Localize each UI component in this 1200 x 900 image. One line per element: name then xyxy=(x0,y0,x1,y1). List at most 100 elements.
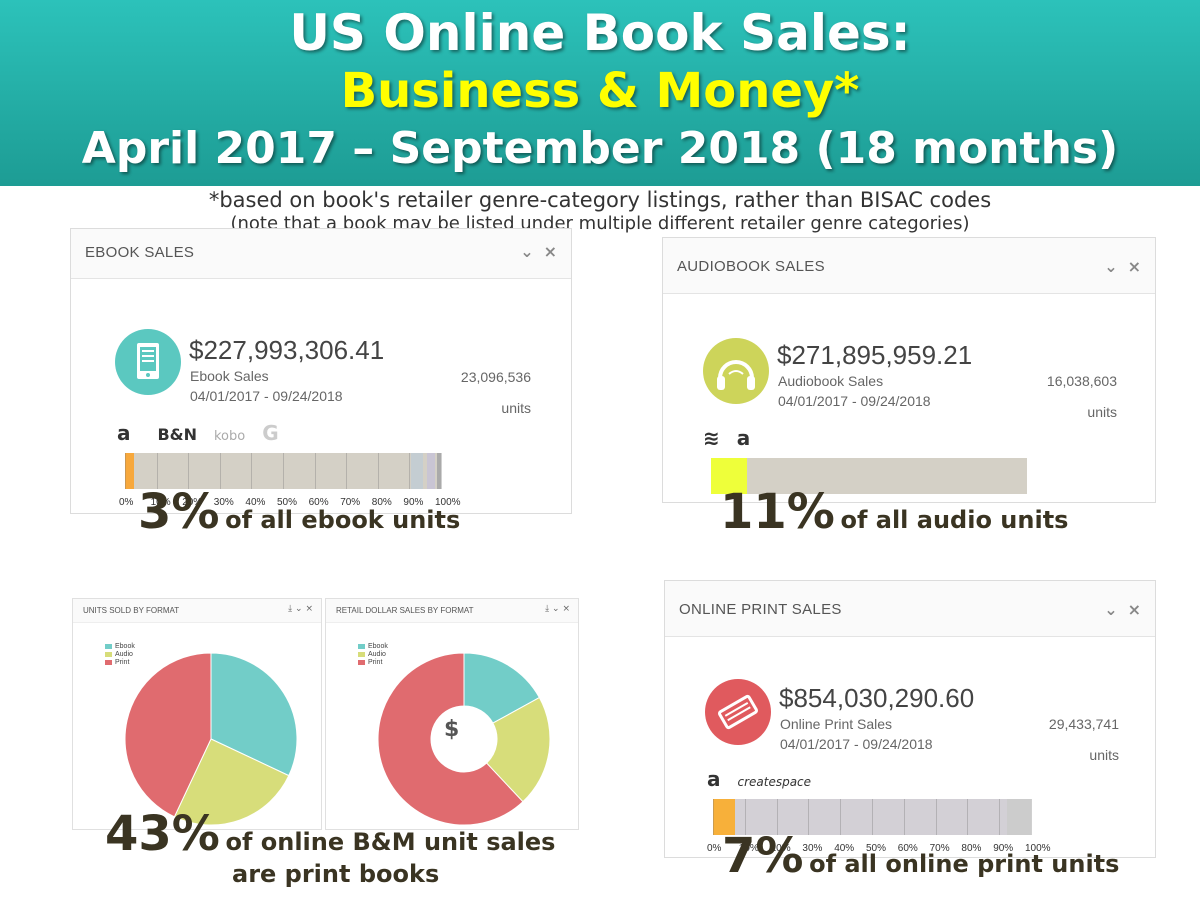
audio-units-label: units xyxy=(1087,404,1117,420)
axis-gridline xyxy=(188,453,190,489)
pie-slice-ebook xyxy=(210,652,298,777)
audiobook-sales-panel: AUDIOBOOK SALES ⌄ × $271,895,959.21 Audio… xyxy=(662,237,1156,503)
audio-dates: 04/01/2017 - 09/24/2018 xyxy=(778,393,931,409)
audio-share-bar xyxy=(711,458,1027,494)
axis-gridline xyxy=(935,799,937,835)
audio-stat-text: of all audio units xyxy=(840,506,1069,534)
bar-segment xyxy=(427,453,435,489)
axis-tick-label: 0% xyxy=(707,843,722,854)
pie-slice-audio xyxy=(485,696,551,803)
bar-segment xyxy=(411,453,423,489)
panel-header: EBOOK SALES ⌄ × xyxy=(71,229,571,279)
audio-amount: $271,895,959.21 xyxy=(777,340,973,370)
pie-slice-print xyxy=(377,652,524,826)
axis-gridline xyxy=(776,799,778,835)
chart-legend: Ebook Audio Print xyxy=(105,643,135,667)
kobo-icon: kobo xyxy=(213,429,246,444)
banner-line1: US Online Book Sales: xyxy=(289,4,911,62)
amazon-icon: a xyxy=(736,426,751,450)
print-stat-text: of all online print units xyxy=(809,850,1120,878)
book-icon xyxy=(705,679,771,745)
axis-tick-label: 30% xyxy=(213,497,234,508)
axis-tick-label: 90% xyxy=(993,843,1014,854)
axis-gridline xyxy=(872,799,873,835)
units-sold-panel: UNITS SOLD BY FORMAT ⤓ ⌄ × Ebook Audio P… xyxy=(72,598,322,830)
download-icon[interactable]: ⤓ xyxy=(545,604,550,614)
format-stat-line2: are print books xyxy=(232,860,440,888)
ebook-share-fill xyxy=(125,453,134,489)
chevron-down-icon[interactable]: ⌄ xyxy=(1104,600,1118,619)
axis-tick-label: 90% xyxy=(403,497,424,508)
headphones-icon xyxy=(703,338,769,404)
ebook-stat-number: 3% xyxy=(138,484,220,540)
axis-tick-label: 0% xyxy=(119,497,134,508)
pie-slice-audio xyxy=(173,738,290,826)
online-print-sales-panel: ONLINE PRINT SALES ⌄ × $854,030,290.60 On… xyxy=(664,580,1156,858)
axis-gridline xyxy=(744,799,746,835)
panel-title: ONLINE PRINT SALES xyxy=(679,601,842,618)
close-icon[interactable]: × xyxy=(305,604,313,614)
barnes-noble-icon: B&N xyxy=(157,425,198,444)
panel-title: RETAIL DOLLAR SALES BY FORMAT xyxy=(336,606,474,615)
retailer-logos: a B&N kobo G xyxy=(117,421,289,445)
chart-legend: Ebook Audio Print xyxy=(358,643,388,667)
print-stat: 7% of all online print units xyxy=(722,828,1119,884)
axis-gridline xyxy=(283,453,284,489)
axis-tick-label: 100% xyxy=(435,497,461,508)
bar-segment xyxy=(437,453,441,489)
chevron-down-icon[interactable]: ⌄ xyxy=(1104,257,1118,276)
axis-tick-label: 80% xyxy=(961,843,982,854)
axis-tick-label: 20% xyxy=(182,497,203,508)
axis-gridline xyxy=(903,799,905,835)
panel-header: AUDIOBOOK SALES ⌄ × xyxy=(663,238,1155,294)
footnote-line1: *based on book's retailer genre-category… xyxy=(208,188,992,212)
ebook-sales-panel: EBOOK SALES ⌄ × $227,993,306.41 Ebook Sal… xyxy=(70,228,572,514)
audio-units-value: 16,038,603 xyxy=(1046,373,1117,389)
axis-tick-label: 40% xyxy=(834,843,855,854)
axis-gridline xyxy=(377,453,379,489)
amazon-icon: a xyxy=(707,767,721,791)
legend-audio: Audio xyxy=(368,651,386,658)
close-icon[interactable]: × xyxy=(562,604,570,614)
legend-audio: Audio xyxy=(115,651,133,658)
axis-gridline xyxy=(713,799,714,835)
legend-ebook: Ebook xyxy=(115,643,135,650)
chevron-down-icon[interactable]: ⌄ xyxy=(520,242,534,261)
createspace-icon: createspace xyxy=(737,775,812,789)
print-label: Online Print Sales xyxy=(780,716,893,732)
chevron-down-icon[interactable]: ⌄ xyxy=(295,604,303,614)
title-banner: US Online Book Sales: Business & Money* … xyxy=(0,0,1200,186)
audio-stat-number: 11% xyxy=(720,484,835,540)
close-icon[interactable]: × xyxy=(1127,600,1141,619)
close-icon[interactable]: × xyxy=(1127,257,1141,276)
print-stat-number: 7% xyxy=(722,828,804,884)
print-amount: $854,030,290.60 xyxy=(779,683,975,713)
format-stat-line1: of online B&M unit sales xyxy=(225,828,556,856)
ebook-amount: $227,993,306.41 xyxy=(189,335,385,365)
axis-gridline xyxy=(441,453,442,489)
chevron-down-icon[interactable]: ⌄ xyxy=(552,604,560,614)
panel-header: RETAIL DOLLAR SALES BY FORMAT ⤓ ⌄ × xyxy=(326,599,578,623)
axis-gridline xyxy=(219,453,221,489)
print-dates: 04/01/2017 - 09/24/2018 xyxy=(780,736,933,752)
format-stat-line2-wrap: are print books xyxy=(232,860,439,888)
axis-tick-label: 10% xyxy=(738,843,759,854)
banner-line2: Business & Money* xyxy=(340,63,860,119)
units-pie-chart xyxy=(124,652,298,826)
format-stat: 43% of online B&M unit sales xyxy=(105,806,555,862)
dollar-sales-panel: RETAIL DOLLAR SALES BY FORMAT ⤓ ⌄ × Eboo… xyxy=(325,598,579,830)
axis-gridline xyxy=(346,453,348,489)
axis-tick-label: 30% xyxy=(802,843,823,854)
axis-tick-label: 70% xyxy=(929,843,950,854)
audio-stat: 11% of all audio units xyxy=(720,484,1068,540)
audio-share-fill xyxy=(711,458,747,494)
axis-tick-label: 100% xyxy=(1025,843,1051,854)
amazon-icon: a xyxy=(117,421,131,445)
axis-tick-label: 70% xyxy=(340,497,361,508)
print-units-label: units xyxy=(1089,747,1119,763)
close-icon[interactable]: × xyxy=(543,242,557,261)
axis-gridline xyxy=(967,799,969,835)
axis-tick-label: 60% xyxy=(897,843,918,854)
format-stat-number: 43% xyxy=(105,806,220,862)
download-icon[interactable]: ⤓ xyxy=(288,604,293,614)
